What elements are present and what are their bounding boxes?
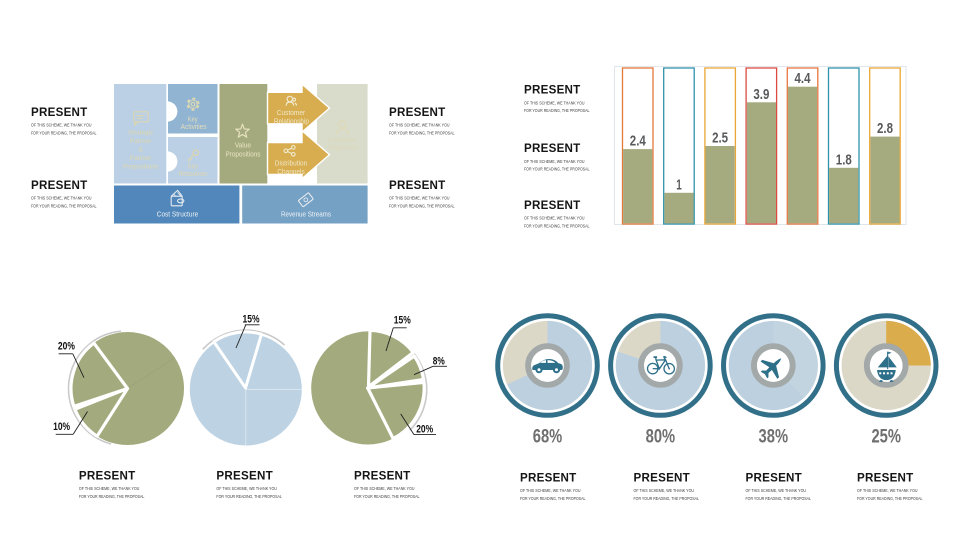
svg-text:68%: 68% [533, 426, 563, 447]
svg-text:Customer: Customer [277, 110, 306, 117]
svg-text:FOR YOUR READING, THE PROPOSAL: FOR YOUR READING, THE PROPOSAL [524, 167, 590, 172]
svg-text:Customer: Customer [328, 137, 357, 144]
svg-text:Resources: Resources [179, 169, 208, 178]
svg-text:PRESENT: PRESENT [524, 199, 581, 212]
svg-text:PRESENT: PRESENT [524, 142, 581, 155]
svg-text:&: & [138, 147, 143, 154]
svg-text:20%: 20% [416, 424, 433, 436]
svg-text:Partner: Partner [130, 138, 152, 145]
svg-text:80%: 80% [646, 426, 676, 447]
svg-text:Channels: Channels [277, 169, 305, 176]
svg-text:OF THIS SCHEME, WE THANK YOU: OF THIS SCHEME, WE THANK YOU [389, 196, 450, 201]
svg-text:Cost Structure: Cost Structure [157, 209, 199, 218]
svg-text:OF THIS SCHEME, WE THANK YOU: OF THIS SCHEME, WE THANK YOU [31, 123, 92, 128]
svg-text:PRESENT: PRESENT [354, 469, 411, 482]
svg-text:PRESENT: PRESENT [746, 472, 803, 485]
svg-text:PRESENT: PRESENT [31, 179, 88, 192]
svg-text:OF THIS SCHEME, WE THANK YOU: OF THIS SCHEME, WE THANK YOU [634, 488, 695, 493]
svg-text:38%: 38% [759, 426, 789, 447]
svg-text:PRESENT: PRESENT [389, 106, 446, 119]
svg-text:15%: 15% [394, 315, 411, 327]
svg-text:OF THIS SCHEME, WE THANK YOU: OF THIS SCHEME, WE THANK YOU [31, 196, 92, 201]
svg-text:PRESENT: PRESENT [520, 472, 577, 485]
svg-text:OF THIS SCHEME, WE THANK YOU: OF THIS SCHEME, WE THANK YOU [389, 123, 450, 128]
svg-text:Key: Key [188, 161, 198, 170]
svg-text:20%: 20% [58, 341, 75, 353]
svg-text:1: 1 [676, 177, 682, 193]
svg-text:1.8: 1.8 [836, 152, 852, 168]
svg-text:2.4: 2.4 [630, 134, 646, 150]
svg-text:Distribution: Distribution [275, 161, 308, 168]
svg-text:PRESENT: PRESENT [216, 469, 273, 482]
svg-text:OF THIS SCHEME, WE THANK YOU: OF THIS SCHEME, WE THANK YOU [216, 486, 277, 491]
svg-text:PRESENT: PRESENT [31, 106, 88, 119]
svg-text:Segments: Segments [328, 144, 357, 151]
svg-text:Relationship: Relationship [274, 118, 309, 125]
svg-text:PRESENT: PRESENT [634, 472, 691, 485]
svg-text:Key: Key [188, 115, 198, 124]
svg-text:FOR YOUR READING, THE PROPOSAL: FOR YOUR READING, THE PROPOSAL [216, 494, 282, 499]
svg-text:Partner: Partner [130, 155, 152, 162]
svg-text:FOR YOUR READING, THE PROPOSAL: FOR YOUR READING, THE PROPOSAL [857, 496, 923, 501]
svg-text:Revenue Streams: Revenue Streams [281, 209, 331, 218]
svg-text:OF THIS SCHEME, WE THANK YOU: OF THIS SCHEME, WE THANK YOU [520, 488, 581, 493]
svg-text:Strategic: Strategic [128, 130, 154, 137]
svg-text:FOR YOUR READING, THE PROPOSAL: FOR YOUR READING, THE PROPOSAL [354, 494, 420, 499]
svg-text:Propositions: Propositions [226, 149, 261, 158]
svg-text:3.9: 3.9 [753, 87, 769, 103]
svg-text:PRESENT: PRESENT [79, 469, 136, 482]
svg-text:Value: Value [235, 141, 251, 150]
svg-text:OF THIS SCHEME, WE THANK YOU: OF THIS SCHEME, WE THANK YOU [524, 216, 585, 221]
svg-text:4.4: 4.4 [795, 71, 811, 87]
svg-text:OF THIS SCHEME, WE THANK YOU: OF THIS SCHEME, WE THANK YOU [857, 488, 918, 493]
svg-text:Activities: Activities [181, 122, 207, 131]
svg-text:2.5: 2.5 [712, 131, 728, 147]
svg-text:10%: 10% [53, 421, 70, 433]
svg-text:FOR YOUR READING, THE PROPOSAL: FOR YOUR READING, THE PROPOSAL [520, 496, 586, 501]
svg-text:25%: 25% [871, 426, 901, 447]
svg-text:2.8: 2.8 [877, 121, 893, 137]
svg-text:OF THIS SCHEME, WE THANK YOU: OF THIS SCHEME, WE THANK YOU [79, 486, 139, 491]
svg-text:PRESENT: PRESENT [389, 179, 446, 192]
svg-text:FOR YOUR READING, THE PROPOSAL: FOR YOUR READING, THE PROPOSAL [524, 108, 590, 113]
svg-text:OF THIS SCHEME, WE THANK YOU: OF THIS SCHEME, WE THANK YOU [524, 100, 585, 105]
svg-text:FOR YOUR READING, THE PROPOSAL: FOR YOUR READING, THE PROPOSAL [524, 223, 590, 228]
svg-text:FOR YOUR READING, THE PROPOSAL: FOR YOUR READING, THE PROPOSAL [389, 131, 455, 136]
svg-text:15%: 15% [243, 314, 260, 326]
svg-text:FOR YOUR READING, THE PROPOSAL: FOR YOUR READING, THE PROPOSAL [389, 203, 455, 208]
svg-text:FOR YOUR READING, THE PROPOSAL: FOR YOUR READING, THE PROPOSAL [31, 203, 97, 208]
svg-text:OF THIS SCHEME, WE THANK YOU: OF THIS SCHEME, WE THANK YOU [524, 159, 585, 164]
svg-text:PRESENT: PRESENT [524, 84, 581, 97]
svg-text:FOR YOUR READING, THE PROPOSAL: FOR YOUR READING, THE PROPOSAL [79, 494, 145, 499]
svg-text:FOR YOUR READING, THE PROPOSAL: FOR YOUR READING, THE PROPOSAL [634, 496, 700, 501]
svg-text:OF THIS SCHEME, WE THANK YOU: OF THIS SCHEME, WE THANK YOU [354, 486, 415, 491]
svg-text:Propositions: Propositions [123, 163, 159, 170]
svg-text:OF THIS SCHEME, WE THANK YOU: OF THIS SCHEME, WE THANK YOU [746, 488, 807, 493]
svg-text:PRESENT: PRESENT [857, 472, 914, 485]
svg-text:FOR YOUR READING, THE PROPOSAL: FOR YOUR READING, THE PROPOSAL [31, 131, 97, 136]
svg-text:8%: 8% [433, 356, 445, 368]
svg-text:FOR YOUR READING, THE PROPOSAL: FOR YOUR READING, THE PROPOSAL [746, 496, 812, 501]
